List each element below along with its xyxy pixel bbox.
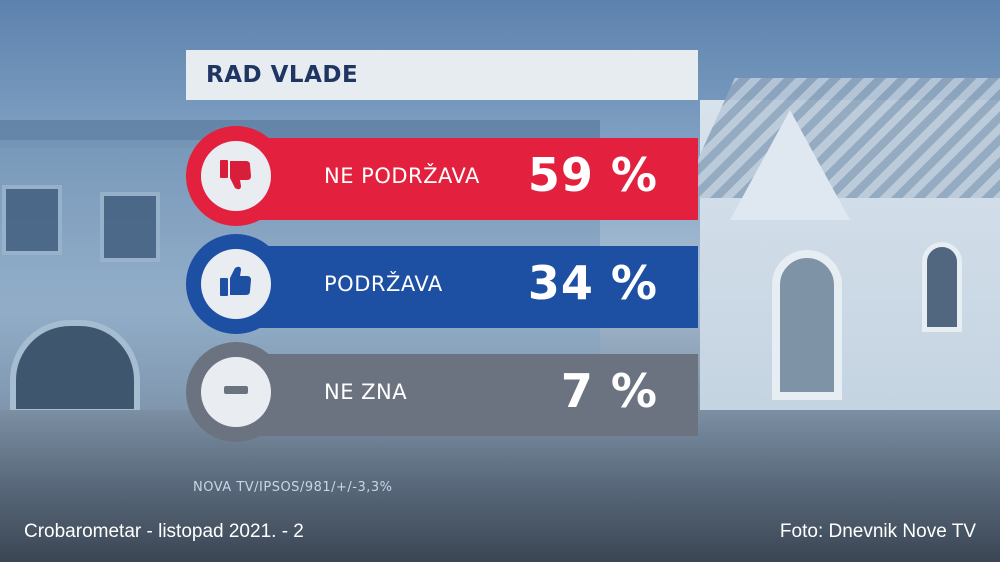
thumbs-down-icon — [216, 154, 256, 198]
result-row-ne-zna: NE ZNA 7 % — [186, 342, 698, 450]
building-window — [2, 185, 62, 255]
result-bar — [256, 354, 698, 436]
church-window — [922, 242, 962, 332]
photo-credit: Foto: Dnevnik Nove TV — [779, 521, 976, 542]
building-window — [100, 192, 160, 262]
result-label: PODRŽAVA — [324, 272, 443, 296]
chart-title: RAD VLADE — [206, 62, 359, 88]
chart-title-bar: RAD VLADE — [186, 50, 698, 100]
result-value: 34 % — [527, 256, 658, 310]
icon-badge — [186, 126, 286, 226]
result-bar — [256, 246, 698, 328]
result-label: NE PODRŽAVA — [324, 164, 480, 188]
church-portal — [772, 250, 842, 400]
thumbs-up-icon — [216, 262, 256, 306]
icon-badge — [186, 342, 286, 442]
result-label: NE ZNA — [324, 380, 408, 404]
result-value: 59 % — [527, 148, 658, 202]
result-bar — [256, 138, 698, 220]
result-value: 7 % — [560, 364, 658, 418]
footer-caption: Crobarometar - listopad 2021. - 2 — [24, 521, 304, 542]
result-row-ne-podrzava: NE PODRŽAVA 59 % — [186, 126, 698, 234]
poll-source: NOVA TV/IPSOS/981/+/-3,3% — [193, 480, 393, 495]
icon-badge — [186, 234, 286, 334]
result-row-podrzava: PODRŽAVA 34 % — [186, 234, 698, 342]
minus-icon — [216, 370, 256, 414]
church-tiled-roof — [680, 78, 1000, 198]
